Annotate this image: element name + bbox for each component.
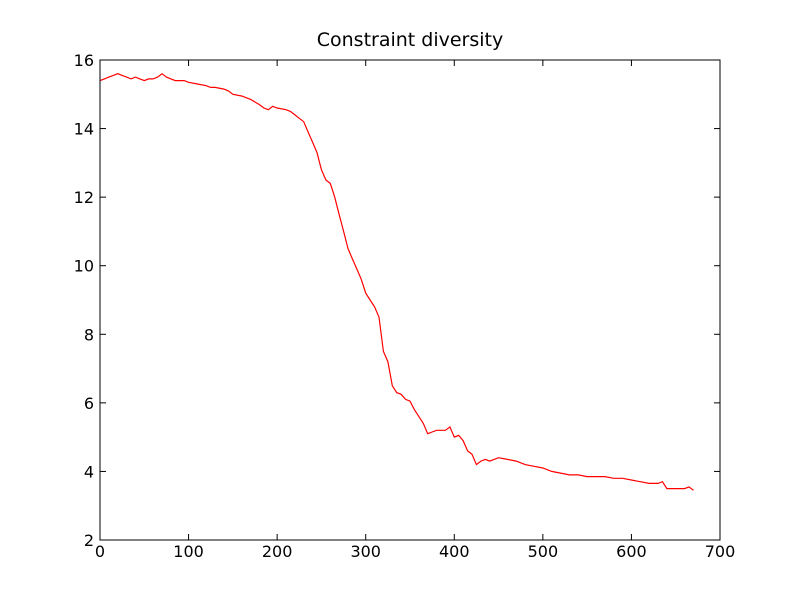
plot-frame	[99, 59, 721, 541]
x-tick-label: 200	[262, 542, 293, 561]
y-tick-label: 16	[74, 51, 94, 70]
x-tick-label: 500	[528, 542, 559, 561]
y-tick-label: 14	[74, 120, 94, 139]
y-tick-label: 10	[74, 257, 94, 276]
series-layer	[99, 72, 694, 491]
y-tick-label: 12	[74, 188, 94, 207]
axis-tick-labels: 0 100 200 300 400 500 600 700 2 4 6 8 10 12 14 16	[74, 51, 736, 561]
x-tick-label: 0	[95, 542, 105, 561]
y-tick-label: 8	[84, 325, 94, 344]
x-tick-label: 100	[173, 542, 204, 561]
x-tick-label: 600	[616, 542, 647, 561]
series-line-0	[99, 72, 694, 491]
y-tick-label: 2	[84, 531, 94, 550]
y-tick-label: 6	[84, 394, 94, 413]
y-tick-label: 4	[84, 462, 94, 481]
x-tick-label: 300	[350, 542, 381, 561]
chart-title: Constraint diversity	[317, 29, 504, 51]
x-tick-label: 400	[439, 542, 470, 561]
x-tick-label: 700	[705, 542, 736, 561]
